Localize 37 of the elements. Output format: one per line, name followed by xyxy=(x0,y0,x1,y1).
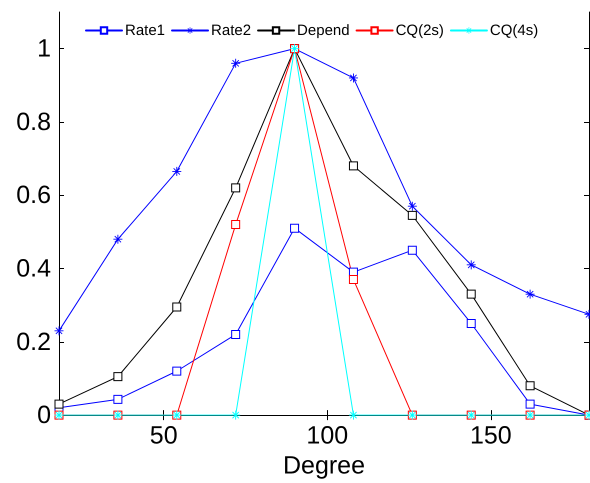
y-tick-label: 0.6 xyxy=(16,181,51,210)
point xyxy=(348,410,358,420)
y-tick-label: 0 xyxy=(37,401,51,430)
point xyxy=(231,220,240,230)
point xyxy=(526,381,535,390)
y-tick-label: 0.4 xyxy=(16,254,52,283)
point xyxy=(172,366,182,376)
point xyxy=(231,58,240,68)
point xyxy=(348,161,358,170)
point xyxy=(466,290,476,299)
point xyxy=(526,290,535,299)
y-tick-label: 1 xyxy=(37,34,51,63)
legend-label: Rate1 xyxy=(125,22,166,39)
point xyxy=(526,400,535,409)
legend-label: Depend xyxy=(297,22,350,39)
point xyxy=(113,372,122,382)
y-tick-label: 0.2 xyxy=(16,328,51,356)
point xyxy=(348,275,358,284)
point xyxy=(113,394,122,404)
y-tick-label: 0.8 xyxy=(16,108,51,136)
legend-label: Rate2 xyxy=(211,22,252,39)
x-tick-label: 100 xyxy=(306,422,348,450)
point xyxy=(231,183,240,192)
x-tick-label: 150 xyxy=(470,422,512,450)
point xyxy=(466,318,476,328)
point xyxy=(408,210,417,220)
point xyxy=(54,400,64,409)
point xyxy=(172,302,182,312)
point xyxy=(290,224,300,233)
x-tick-label: 50 xyxy=(150,422,178,450)
point xyxy=(231,410,240,420)
legend-label: CQ(4s) xyxy=(490,22,538,39)
legend-label: CQ(2s) xyxy=(396,22,444,39)
x-axis-title: Degree xyxy=(283,452,365,480)
point xyxy=(231,330,240,339)
point xyxy=(408,246,417,255)
point xyxy=(348,73,358,82)
